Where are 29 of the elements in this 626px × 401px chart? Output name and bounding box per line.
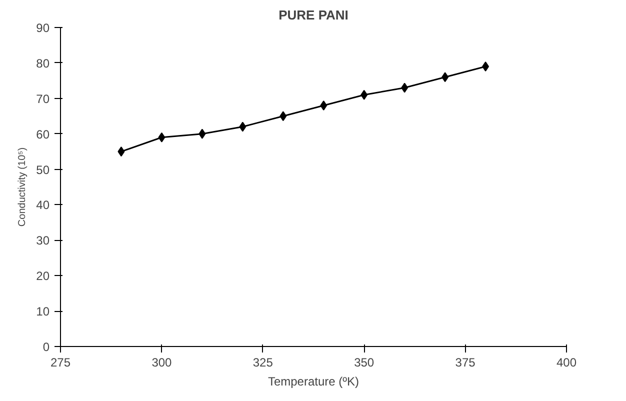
x-tick-label: 275	[50, 356, 71, 370]
x-tick-label: 375	[455, 356, 476, 370]
point	[118, 146, 125, 157]
point	[280, 111, 287, 122]
y-tick-label: 50	[36, 162, 50, 177]
x-tick-label: 325	[252, 356, 274, 370]
y-axis-title: Conductivity (10⁵)	[17, 147, 28, 227]
point	[360, 90, 368, 100]
x-tick-label: 400	[556, 356, 577, 370]
point	[482, 61, 490, 72]
point	[158, 132, 166, 142]
y-tick-label: 70	[36, 92, 50, 106]
y-tick-label: 90	[36, 21, 50, 35]
y-tick-label: 10	[36, 304, 50, 319]
x-tick-label: 300	[152, 356, 172, 370]
x-tick-label: 350	[354, 356, 374, 370]
y-tick-label: 0	[42, 340, 50, 354]
point	[442, 72, 449, 82]
y-tick-label: 80	[36, 56, 50, 70]
y-tick-label: 40	[36, 198, 50, 212]
y-tick-label: 60	[36, 127, 50, 142]
y-tick-label: 20	[36, 269, 50, 284]
x-axis-title: Temperature (ºK)	[268, 374, 360, 388]
y-tick-label: 30	[36, 234, 50, 248]
point	[320, 100, 328, 110]
point	[401, 82, 408, 93]
point	[239, 122, 246, 132]
point	[198, 128, 206, 139]
chart-title: PURE PANI	[278, 8, 348, 22]
